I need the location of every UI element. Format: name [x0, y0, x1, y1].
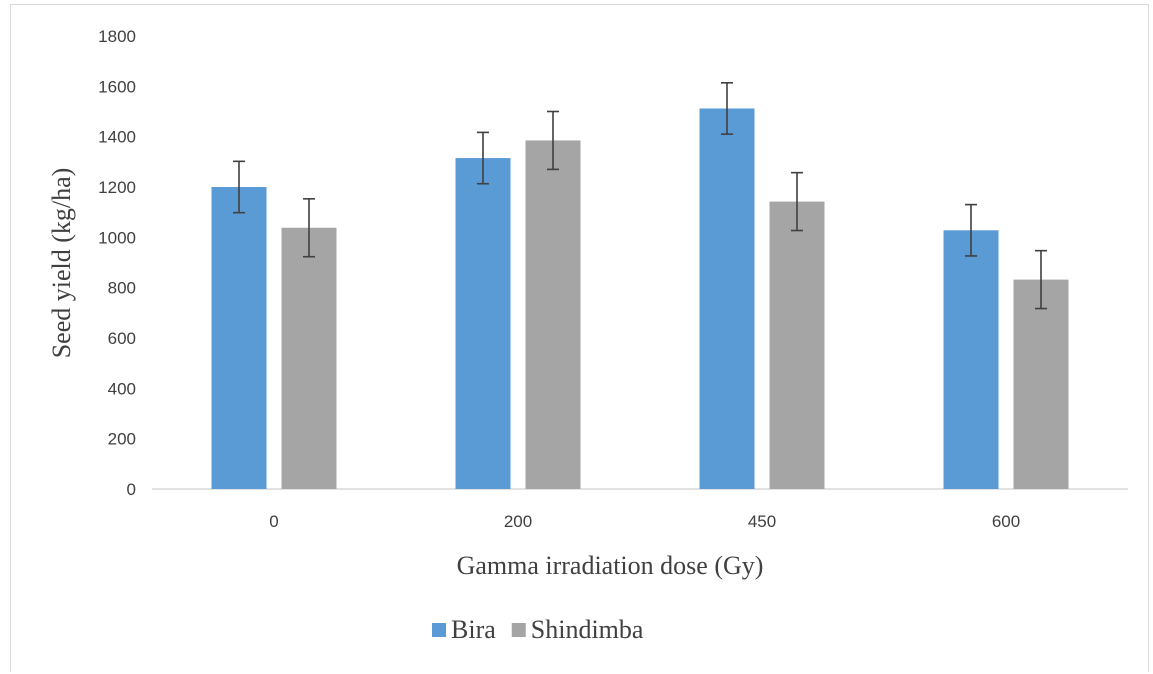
- y-axis-title: Seed yield (kg/ha): [47, 168, 76, 359]
- y-tick-label: 1200: [98, 178, 136, 197]
- x-tick-label: 450: [748, 512, 776, 531]
- error-bar-bira-600: [965, 203, 977, 257]
- bar-shindimba-0: [281, 227, 337, 489]
- error-bar-shindimba-0: [303, 198, 315, 258]
- bar-bira-200: [455, 158, 511, 489]
- y-tick-label: 600: [108, 329, 136, 348]
- y-tick-label: 400: [108, 379, 136, 398]
- y-tick-label: 1800: [98, 27, 136, 46]
- x-tick-labels: 0 200 450 600: [269, 512, 1020, 531]
- y-tick-label: 1000: [98, 228, 136, 247]
- y-tick-label: 1600: [98, 77, 136, 96]
- error-bar-shindimba-200: [547, 110, 559, 171]
- x-tick-label: 0: [269, 512, 278, 531]
- bars: [211, 108, 1069, 490]
- y-tick-label: 0: [127, 480, 136, 499]
- x-tick-label: 600: [992, 512, 1020, 531]
- bar-bira-0: [211, 187, 267, 489]
- legend-label-shindimba: Shindimba: [531, 615, 644, 644]
- error-bar-bira-200: [477, 131, 489, 185]
- bar-bira-600: [943, 230, 999, 489]
- y-tick-label: 200: [108, 430, 136, 449]
- error-bar-bira-0: [233, 160, 245, 214]
- x-axis-title: Gamma irradiation dose (Gy): [457, 551, 764, 580]
- bar-bira-450: [699, 108, 755, 489]
- error-bars: [233, 82, 1047, 310]
- x-tick-label: 200: [504, 512, 532, 531]
- bar-shindimba-600: [1013, 279, 1069, 489]
- y-tick-label: 1400: [98, 128, 136, 147]
- error-bar-bira-450: [721, 82, 733, 135]
- y-tick-labels: 0 200 400 600 800 1000 1200 1400 1600 1800: [98, 27, 136, 499]
- legend-swatch-bira: [432, 623, 446, 637]
- legend-swatch-shindimba: [511, 623, 526, 637]
- y-tick-label: 800: [108, 279, 136, 298]
- error-bar-shindimba-600: [1035, 249, 1047, 310]
- bar-shindimba-200: [525, 140, 581, 490]
- legend-label-bira: Bira: [451, 615, 496, 644]
- bar-shindimba-450: [769, 201, 825, 489]
- legend: Bira Shindimba: [432, 615, 644, 644]
- chart-frame: [10, 4, 1149, 672]
- error-bar-shindimba-450: [791, 171, 803, 232]
